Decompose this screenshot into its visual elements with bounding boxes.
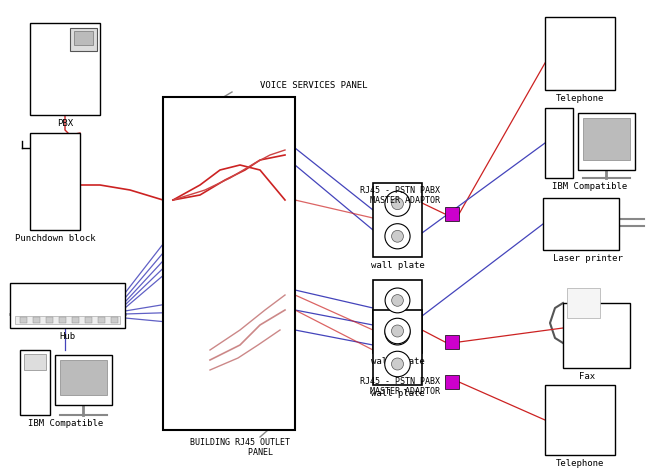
Circle shape — [385, 351, 410, 377]
Bar — [445, 207, 459, 221]
Circle shape — [385, 318, 410, 344]
Circle shape — [385, 288, 410, 313]
Bar — [59, 317, 66, 323]
Bar — [373, 280, 422, 353]
Bar — [72, 317, 79, 323]
Bar — [563, 303, 630, 368]
Text: wall plate: wall plate — [371, 261, 424, 270]
Bar — [46, 317, 53, 323]
Bar — [567, 288, 600, 318]
Circle shape — [385, 224, 410, 249]
Text: BUILDING RJ45 OUTLET
        PANEL: BUILDING RJ45 OUTLET PANEL — [190, 438, 290, 457]
Bar — [55, 355, 112, 405]
Bar — [30, 23, 100, 115]
Bar — [85, 317, 92, 323]
Bar — [60, 360, 107, 395]
Bar — [70, 28, 97, 51]
Bar — [583, 118, 630, 160]
Bar — [545, 17, 615, 90]
Bar — [545, 385, 615, 455]
Text: VOICE SERVICES PANEL: VOICE SERVICES PANEL — [260, 81, 367, 90]
Bar — [74, 31, 93, 45]
Bar — [445, 375, 459, 389]
Text: RJ45 - PSTN PABX
MASTER ADAPTOR: RJ45 - PSTN PABX MASTER ADAPTOR — [360, 377, 440, 396]
Text: PBX: PBX — [57, 119, 73, 128]
Bar — [543, 198, 619, 250]
Bar — [111, 317, 118, 323]
Circle shape — [392, 230, 403, 242]
Text: IBM Compatible: IBM Compatible — [28, 419, 104, 428]
Bar — [30, 133, 80, 230]
Text: RJ45 - PSTN PABX
MASTER ADAPTOR: RJ45 - PSTN PABX MASTER ADAPTOR — [360, 185, 440, 205]
Text: wall plate: wall plate — [371, 389, 424, 398]
Circle shape — [392, 198, 403, 210]
Circle shape — [385, 191, 410, 216]
Bar — [20, 317, 27, 323]
Bar — [24, 354, 46, 370]
Bar — [163, 97, 295, 430]
Circle shape — [392, 295, 403, 306]
Bar — [33, 317, 40, 323]
Text: Fax: Fax — [579, 372, 596, 381]
Bar — [10, 283, 125, 328]
Circle shape — [385, 320, 410, 345]
Circle shape — [392, 325, 403, 337]
Bar — [578, 113, 635, 170]
Text: Punchdown block: Punchdown block — [14, 234, 95, 243]
Bar — [98, 317, 105, 323]
Bar — [373, 310, 422, 385]
Bar — [445, 335, 459, 349]
Bar — [545, 108, 573, 178]
Circle shape — [392, 327, 403, 338]
Bar — [373, 183, 422, 257]
Bar — [20, 350, 50, 415]
Text: IBM Compatible: IBM Compatible — [552, 182, 628, 191]
Bar — [15, 316, 120, 324]
Text: Laser printer: Laser printer — [553, 254, 623, 263]
Text: Telephone: Telephone — [556, 94, 604, 103]
Circle shape — [392, 358, 403, 370]
Text: wall plate: wall plate — [371, 357, 424, 366]
Text: Telephone: Telephone — [556, 459, 604, 468]
Text: Hub: Hub — [60, 332, 75, 341]
